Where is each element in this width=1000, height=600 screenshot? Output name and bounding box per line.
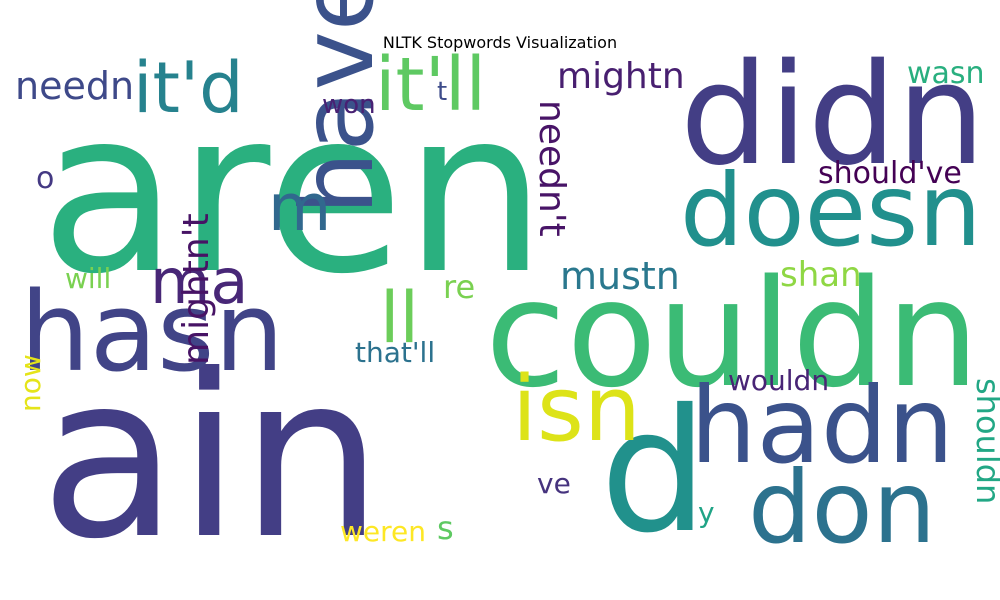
word-mightn: mightn xyxy=(557,56,685,97)
word-hadn: hadn xyxy=(690,365,954,487)
word-shan: shan xyxy=(780,255,862,295)
word-ve: ve xyxy=(537,467,571,500)
word-couldn: couldn xyxy=(485,248,980,420)
word-should-ve: should've xyxy=(818,156,962,191)
word-o: o xyxy=(36,161,54,196)
word-needn-t: needn't xyxy=(531,100,572,237)
word-weren: weren xyxy=(340,515,426,548)
word-ll: ll xyxy=(380,277,419,359)
word-mightn-t: mightn't xyxy=(176,213,217,365)
word-don: don xyxy=(748,449,936,566)
word-doesn: doesn xyxy=(680,152,982,269)
word-aren: aren xyxy=(40,62,546,324)
word-y: y xyxy=(698,496,715,529)
word-re: re xyxy=(443,268,475,306)
word-wasn: wasn xyxy=(907,56,985,91)
word-needn: needn xyxy=(15,64,134,108)
word-d: d xyxy=(600,373,708,571)
word-will: will xyxy=(65,262,111,295)
word-that-ll: that'll xyxy=(355,336,435,369)
word-it-d: it'd xyxy=(133,47,244,129)
word-didn: didn xyxy=(680,34,985,197)
word-ain: ain xyxy=(40,327,383,589)
word-isn: isn xyxy=(512,357,641,462)
word-m: m xyxy=(268,171,331,246)
word-won: won xyxy=(322,90,376,120)
chart-title: NLTK Stopwords Visualization xyxy=(382,33,618,52)
word-ma: ma xyxy=(150,245,248,318)
word-t: t xyxy=(437,77,447,107)
word-wouldn: wouldn xyxy=(728,364,829,397)
word-shouldn: shouldn xyxy=(969,378,1000,504)
word-it-ll: it'll xyxy=(375,42,486,128)
word-mustn: mustn xyxy=(560,254,680,298)
word-hasn: hasn xyxy=(20,268,284,396)
word-s: s xyxy=(437,509,454,547)
word-haven: haven xyxy=(279,0,396,215)
word-now: now xyxy=(14,354,47,412)
